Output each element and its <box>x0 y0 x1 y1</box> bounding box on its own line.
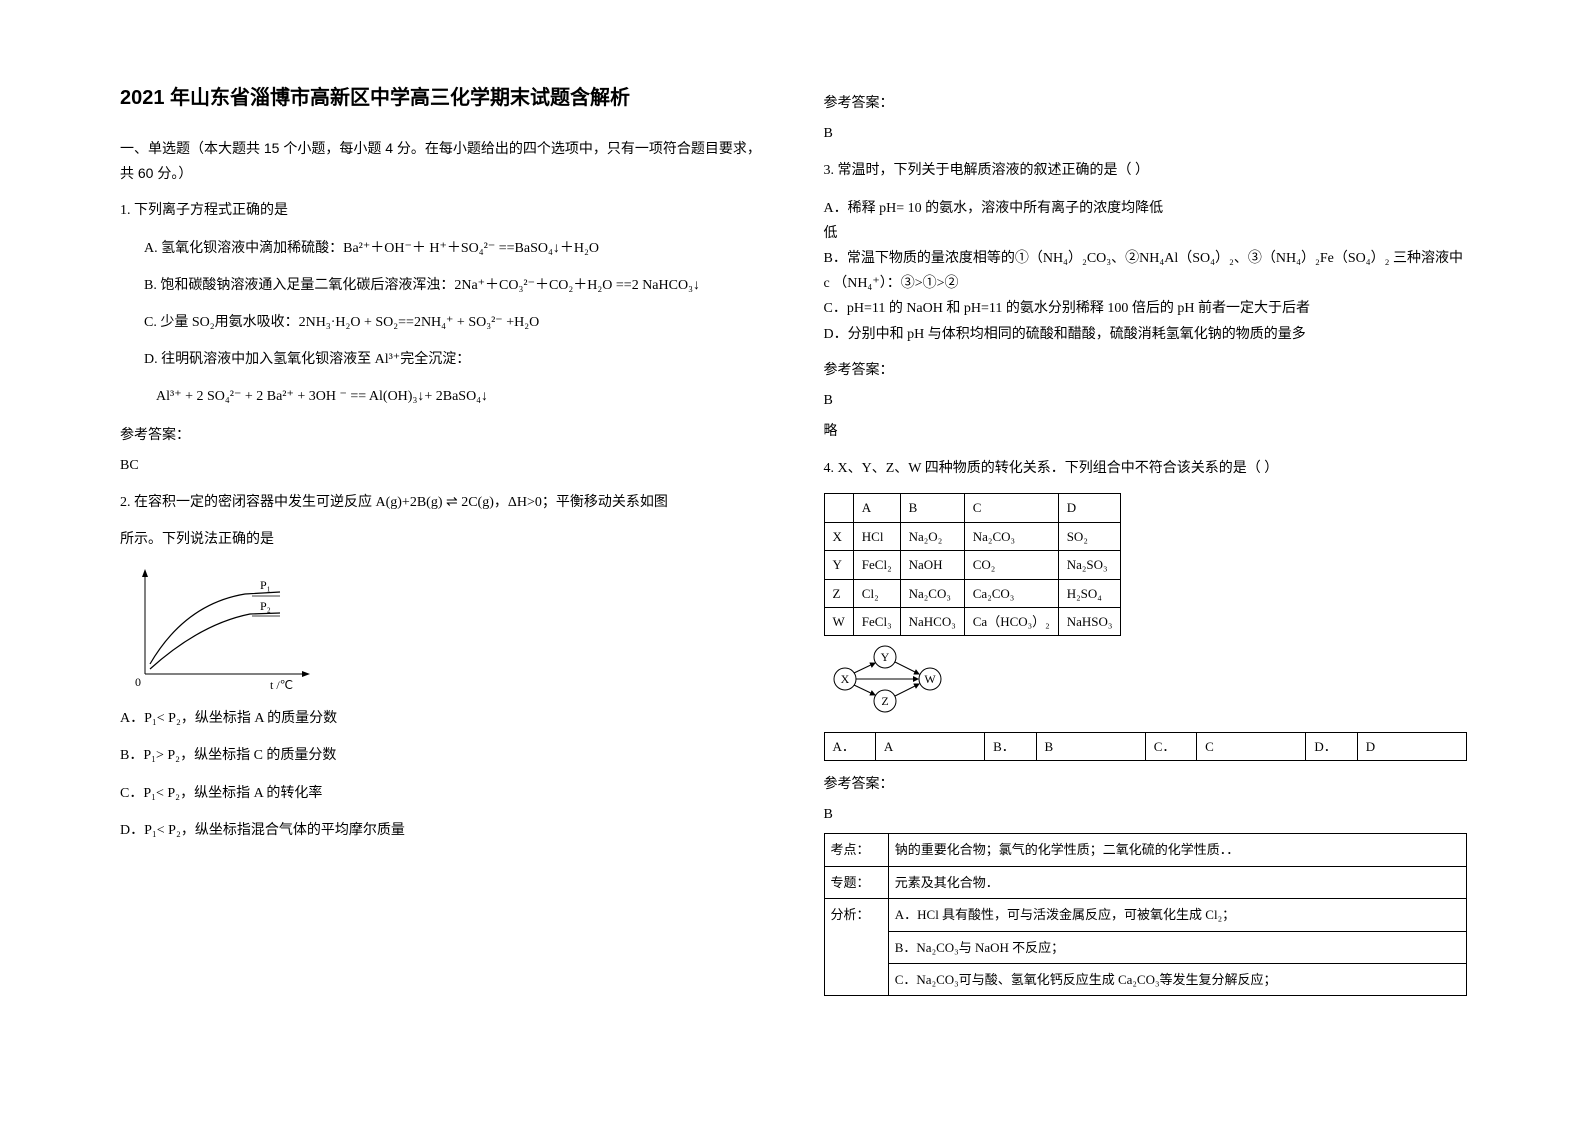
table-cell: B <box>900 494 964 522</box>
table-cell: H₂SO₄ <box>1058 579 1121 607</box>
q2-stem2: 所示。下列说法正确的是 <box>120 527 764 552</box>
q1-opt-b: B. 饱和碳酸钠溶液通入足量二氧化碳后溶液浑浊：2Na⁺＋CO₃²⁻＋CO₂＋H… <box>144 273 764 298</box>
table-cell: Y <box>824 551 853 579</box>
graph-origin: 0 <box>135 675 141 689</box>
q4-diagram: X Y Z W <box>830 644 1468 723</box>
table-cell: FeCl₂ <box>853 551 900 579</box>
table-cell: X <box>824 522 853 550</box>
table-cell: Cl₂ <box>853 579 900 607</box>
graph-label-p1: P₁ <box>260 578 271 592</box>
q3-opt-a-tail: 低 <box>824 221 1468 246</box>
q3-opt-d: D．分别中和 pH 与体积均相同的硫酸和醋酸，硫酸消耗氢氧化钠的物质的量多 <box>824 322 1468 347</box>
table-cell: B．Na₂CO₃与 NaOH 不反应； <box>888 931 1466 963</box>
q4-explain-table: 考点： 钠的重要化合物；氯气的化学性质；二氧化硫的化学性质．． 专题： 元素及其… <box>824 833 1468 996</box>
table-cell: 专题： <box>824 866 888 898</box>
graph-label-p2: P₂ <box>260 599 271 613</box>
table-cell: NaOH <box>900 551 964 579</box>
table-cell: HCl <box>853 522 900 550</box>
q1-opt-c: C. 少量 SO₂用氨水吸收：2NH₃·H₂O + SO₂==2NH₄⁺ + S… <box>144 310 764 335</box>
svg-text:Y: Y <box>880 650 889 664</box>
table-cell: Na₂O₂ <box>900 522 964 550</box>
page-title: 2021 年山东省淄博市高新区中学高三化学期末试题含解析 <box>120 80 764 116</box>
table-cell: 分析： <box>824 899 888 996</box>
table-cell: Z <box>824 579 853 607</box>
q1-opt-d-eq: Al³⁺ + 2 SO₄²⁻ + 2 Ba²⁺ + 3OH ⁻ == Al(OH… <box>156 384 764 409</box>
table-cell: W <box>824 608 853 636</box>
q4-stem: 4. X、Y、Z、W 四种物质的转化关系．下列组合中不符合该关系的是（ ） <box>824 456 1468 481</box>
q2-opt-b: B．P₁> P₂，纵坐标指 C 的质量分数 <box>120 743 764 768</box>
table-cell: SO₂ <box>1058 522 1121 550</box>
q2-stem1: 2. 在容积一定的密闭容器中发生可逆反应 A(g)+2B(g) ⇌ 2C(g)，… <box>120 490 764 515</box>
q3-opt-b: B．常温下物质的量浓度相等的①（NH₄）₂CO₃、②NH₄Al（SO₄）₂、③（… <box>824 246 1468 296</box>
q1-answer: BC <box>120 453 764 478</box>
q2-opt-d: D．P₁< P₂，纵坐标指混合气体的平均摩尔质量 <box>120 818 764 843</box>
table-cell: Ca₂CO₃ <box>964 579 1058 607</box>
q2-opt-a: A．P₁< P₂，纵坐标指 A 的质量分数 <box>120 706 764 731</box>
table-cell: Na₂SO₃ <box>1058 551 1121 579</box>
q4-answer: B <box>824 802 1468 827</box>
section-header: 一、单选题（本大题共 15 个小题，每小题 4 分。在每小题给出的四个选项中，只… <box>120 136 764 186</box>
q4-table: A B C D X HCl Na₂O₂ Na₂CO₃ SO₂ Y FeCl₂ N… <box>824 493 1122 636</box>
q2-graph: P₁ P₂ 0 t /℃ <box>130 564 320 694</box>
table-cell <box>824 494 853 522</box>
q2-answer: B <box>824 121 1468 146</box>
q1-opt-a: A. 氢氧化钡溶液中滴加稀硫酸：Ba²⁺＋OH⁻＋ H⁺＋SO₄²⁻ ==BaS… <box>144 236 764 261</box>
q4-choice-table: A．A B．B C．C D．D <box>824 732 1468 761</box>
q1-opt-d: D. 往明矾溶液中加入氢氧化钡溶液至 Al³⁺完全沉淀： <box>144 347 764 372</box>
answer-header: 参考答案： <box>120 422 764 447</box>
table-cell: C <box>964 494 1058 522</box>
table-cell: A．HCl 具有酸性，可与活泼金属反应，可被氧化生成 Cl₂； <box>888 899 1466 931</box>
table-cell: 考点： <box>824 834 888 866</box>
q1-stem: 1. 下列离子方程式正确的是 <box>120 198 764 223</box>
svg-text:X: X <box>840 672 849 686</box>
table-cell: 元素及其化合物． <box>888 866 1466 898</box>
q3-answer: B <box>824 388 1468 413</box>
q2-opt-c: C．P₁< P₂，纵坐标指 A 的转化率 <box>120 781 764 806</box>
svg-text:Z: Z <box>881 694 888 708</box>
svg-text:W: W <box>924 672 936 686</box>
table-cell: NaHSO₃ <box>1058 608 1121 636</box>
table-cell: 钠的重要化合物；氯气的化学性质；二氧化硫的化学性质．． <box>888 834 1466 866</box>
table-cell: Ca（HCO₃）₂ <box>964 608 1058 636</box>
table-cell: A <box>853 494 900 522</box>
table-cell: Na₂CO₃ <box>900 579 964 607</box>
answer-header: 参考答案： <box>824 357 1468 382</box>
table-cell: D <box>1058 494 1121 522</box>
table-cell: NaHCO₃ <box>900 608 964 636</box>
table-cell: C．Na₂CO₃可与酸、氢氧化钙反应生成 Ca₂CO₃等发生复分解反应； <box>888 963 1466 995</box>
table-cell: FeCl₃ <box>853 608 900 636</box>
q3-omit: 略 <box>824 419 1468 444</box>
q3-opt-c: C．pH=11 的 NaOH 和 pH=11 的氨水分别稀释 100 倍后的 p… <box>824 296 1468 321</box>
table-cell: CO₂ <box>964 551 1058 579</box>
table-cell: Na₂CO₃ <box>964 522 1058 550</box>
answer-header: 参考答案： <box>824 90 1468 115</box>
q3-stem: 3. 常温时，下列关于电解质溶液的叙述正确的是（ ） <box>824 158 1468 183</box>
q3-opt-a: A．稀释 pH= 10 的氨水，溶液中所有离子的浓度均降低 <box>824 196 1468 221</box>
graph-xlabel: t /℃ <box>270 678 293 692</box>
answer-header: 参考答案： <box>824 771 1468 796</box>
